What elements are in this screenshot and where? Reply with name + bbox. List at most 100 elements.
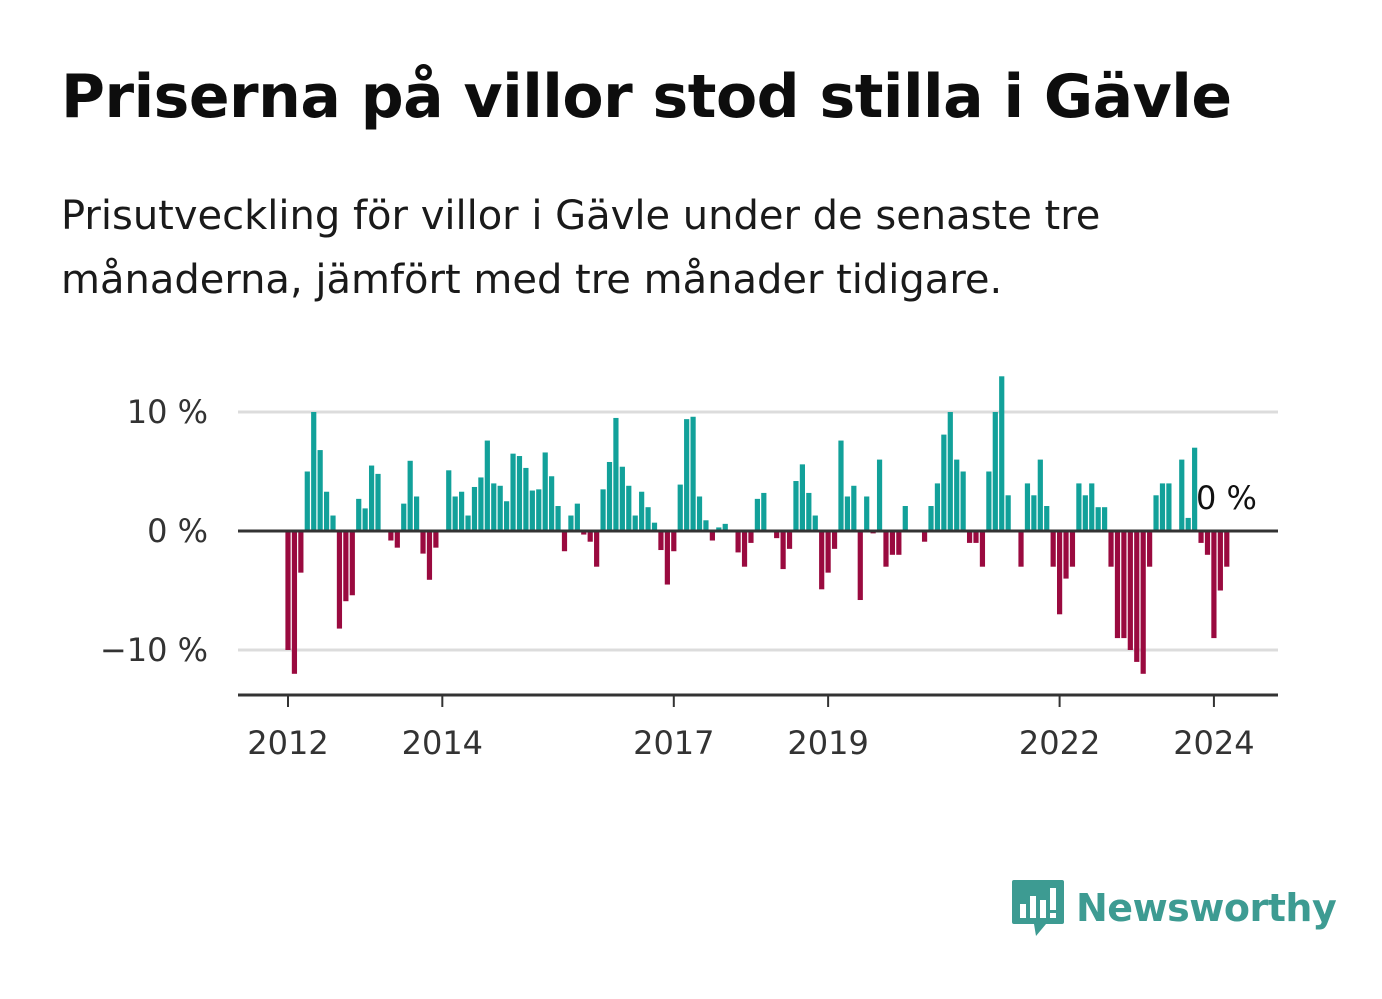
- bar: [876, 459, 883, 531]
- bar: [703, 520, 709, 531]
- bar: [921, 531, 928, 542]
- bar: [664, 531, 670, 585]
- bar: [311, 412, 317, 531]
- bar: [1005, 495, 1011, 531]
- bar: [356, 498, 362, 531]
- bar: [401, 503, 407, 531]
- bar: [471, 486, 478, 531]
- bar: [343, 531, 349, 602]
- newsworthy-logo: Newsworthy: [1010, 878, 1337, 938]
- bar: [549, 476, 555, 531]
- bar: [806, 492, 812, 531]
- bar: [529, 490, 535, 531]
- brand-name: Newsworthy: [1076, 886, 1337, 930]
- bar: [671, 531, 677, 552]
- bar: [889, 531, 896, 555]
- bar: [1159, 483, 1166, 531]
- page-title: Priserna på villor stod stilla i Gävle: [61, 62, 1232, 132]
- bar: [1198, 531, 1204, 543]
- bar: [426, 531, 433, 580]
- bar: [709, 531, 715, 541]
- bar: [754, 498, 760, 531]
- bar: [1179, 459, 1185, 531]
- x-tick-label: 2022: [1019, 724, 1100, 762]
- bar: [684, 419, 690, 531]
- bar: [1102, 507, 1108, 531]
- bar: [1095, 507, 1101, 531]
- bar: [574, 503, 580, 531]
- bar: [459, 491, 465, 531]
- bar: [1192, 447, 1198, 531]
- y-tick-label: 0 %: [147, 512, 208, 550]
- bar: [298, 531, 304, 573]
- bar: [285, 531, 291, 650]
- bar: [291, 531, 298, 674]
- bar: [1204, 531, 1211, 555]
- bar: [484, 440, 490, 531]
- bar-chart: 10 % 0 % −10 % 2012 2014 2017 2019 2022 2024 0 %: [100, 376, 1278, 762]
- bar: [523, 467, 529, 531]
- bar: [793, 481, 799, 531]
- bar: [368, 465, 375, 531]
- bar: [304, 471, 310, 531]
- bar: [349, 531, 355, 596]
- bar: [1076, 483, 1082, 531]
- bar: [446, 470, 452, 531]
- x-tick-label: 2019: [787, 724, 868, 762]
- bar: [561, 531, 568, 552]
- bar: [825, 531, 831, 573]
- bar: [651, 522, 658, 531]
- label-layer: 10 % 0 % −10 % 2012 2014 2017 2019 2022 2024 0 %: [100, 393, 1257, 762]
- bar: [928, 506, 934, 531]
- bar: [851, 485, 857, 531]
- bar: [819, 531, 825, 590]
- bar: [594, 531, 600, 567]
- bar: [1166, 483, 1172, 531]
- bar: [465, 515, 471, 531]
- bar: [388, 531, 394, 541]
- bar: [677, 484, 683, 531]
- bar: [1108, 531, 1114, 567]
- bar: [375, 473, 381, 531]
- bar: [934, 483, 941, 531]
- x-tick-label: 2014: [402, 724, 483, 762]
- bar: [696, 496, 703, 531]
- bar: [741, 531, 748, 567]
- bar: [716, 527, 722, 531]
- bar: [1211, 531, 1217, 639]
- bar: [1140, 531, 1146, 674]
- bar: [362, 508, 368, 531]
- bar: [478, 477, 484, 531]
- bar: [568, 515, 574, 531]
- bar: [1134, 531, 1140, 662]
- bar: [883, 531, 889, 567]
- x-tick-label: 2012: [247, 724, 328, 762]
- bar: [1147, 531, 1153, 567]
- bar: [504, 501, 510, 531]
- bar: [516, 456, 523, 531]
- bar: [902, 506, 908, 531]
- x-tick-label: 2024: [1173, 724, 1254, 762]
- bar: [330, 515, 336, 531]
- bar: [1082, 495, 1088, 531]
- bar: [632, 515, 638, 531]
- bar: [542, 452, 548, 531]
- y-tick-label: −10 %: [100, 631, 208, 669]
- bar: [992, 412, 998, 531]
- bar: [394, 531, 400, 548]
- bar: [336, 531, 343, 629]
- bar: [864, 496, 870, 531]
- bar: [1217, 531, 1223, 591]
- bar: [979, 531, 986, 567]
- bar: [844, 496, 851, 531]
- bar: [941, 434, 947, 531]
- bar: [812, 515, 818, 531]
- bar: [1057, 531, 1063, 615]
- bar: [452, 496, 458, 531]
- bar: [658, 531, 664, 551]
- bar: [690, 416, 696, 531]
- bar: [600, 489, 606, 531]
- bar: [786, 531, 793, 549]
- bar: [986, 471, 992, 531]
- bar: [420, 531, 426, 554]
